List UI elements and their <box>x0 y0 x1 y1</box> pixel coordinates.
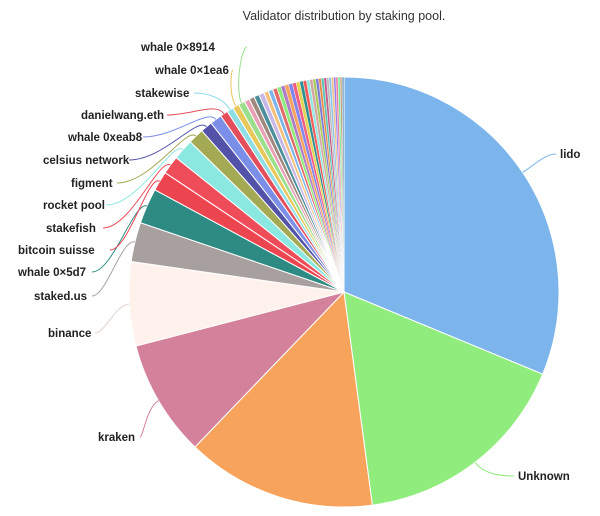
pie-slice-46[interactable] <box>341 76 345 293</box>
slice-label: kraken <box>98 432 135 444</box>
slice-label: whale 0×5d7 <box>17 267 86 279</box>
label-connector <box>166 108 225 116</box>
chart-subtitle: Validator distribution by staking pool. <box>242 9 446 23</box>
label-connector <box>230 69 237 107</box>
slice-label: whale 0×8914 <box>140 42 215 54</box>
slice-label: lido <box>560 149 580 161</box>
label-connector <box>128 124 207 161</box>
slice-label: staked.us <box>34 291 87 303</box>
pie-slice-unknown[interactable] <box>343 291 544 506</box>
label-connector <box>91 205 148 273</box>
slice-label: celsius network <box>43 155 130 167</box>
pie-slice-2[interactable] <box>194 290 373 508</box>
label-connector <box>193 92 231 110</box>
slice-label: bitcoin suisse <box>18 245 95 257</box>
label-connector <box>116 134 197 184</box>
slice-label: whale 0×1ea6 <box>154 65 229 77</box>
slice-label: rocket pool <box>43 200 105 212</box>
label-connector <box>238 46 248 104</box>
pie-slice-lido[interactable] <box>343 76 560 375</box>
slice-label: Unknown <box>518 471 570 483</box>
label-connector <box>474 462 515 477</box>
label-connector <box>102 164 171 229</box>
slice-label: binance <box>48 328 91 340</box>
label-connector <box>522 153 557 173</box>
label-connector <box>142 116 217 138</box>
slice-label: whale 0xeab8 <box>67 132 143 144</box>
label-connector <box>91 241 136 297</box>
label-connector <box>139 400 159 438</box>
slice-label: stakewise <box>135 88 189 100</box>
slice-label: stakefish <box>46 223 96 235</box>
label-connector <box>109 180 161 251</box>
slice-label: danielwang.eth <box>81 110 164 122</box>
label-connector <box>105 148 184 206</box>
label-connector <box>94 303 130 334</box>
slice-label: figment <box>71 178 113 190</box>
